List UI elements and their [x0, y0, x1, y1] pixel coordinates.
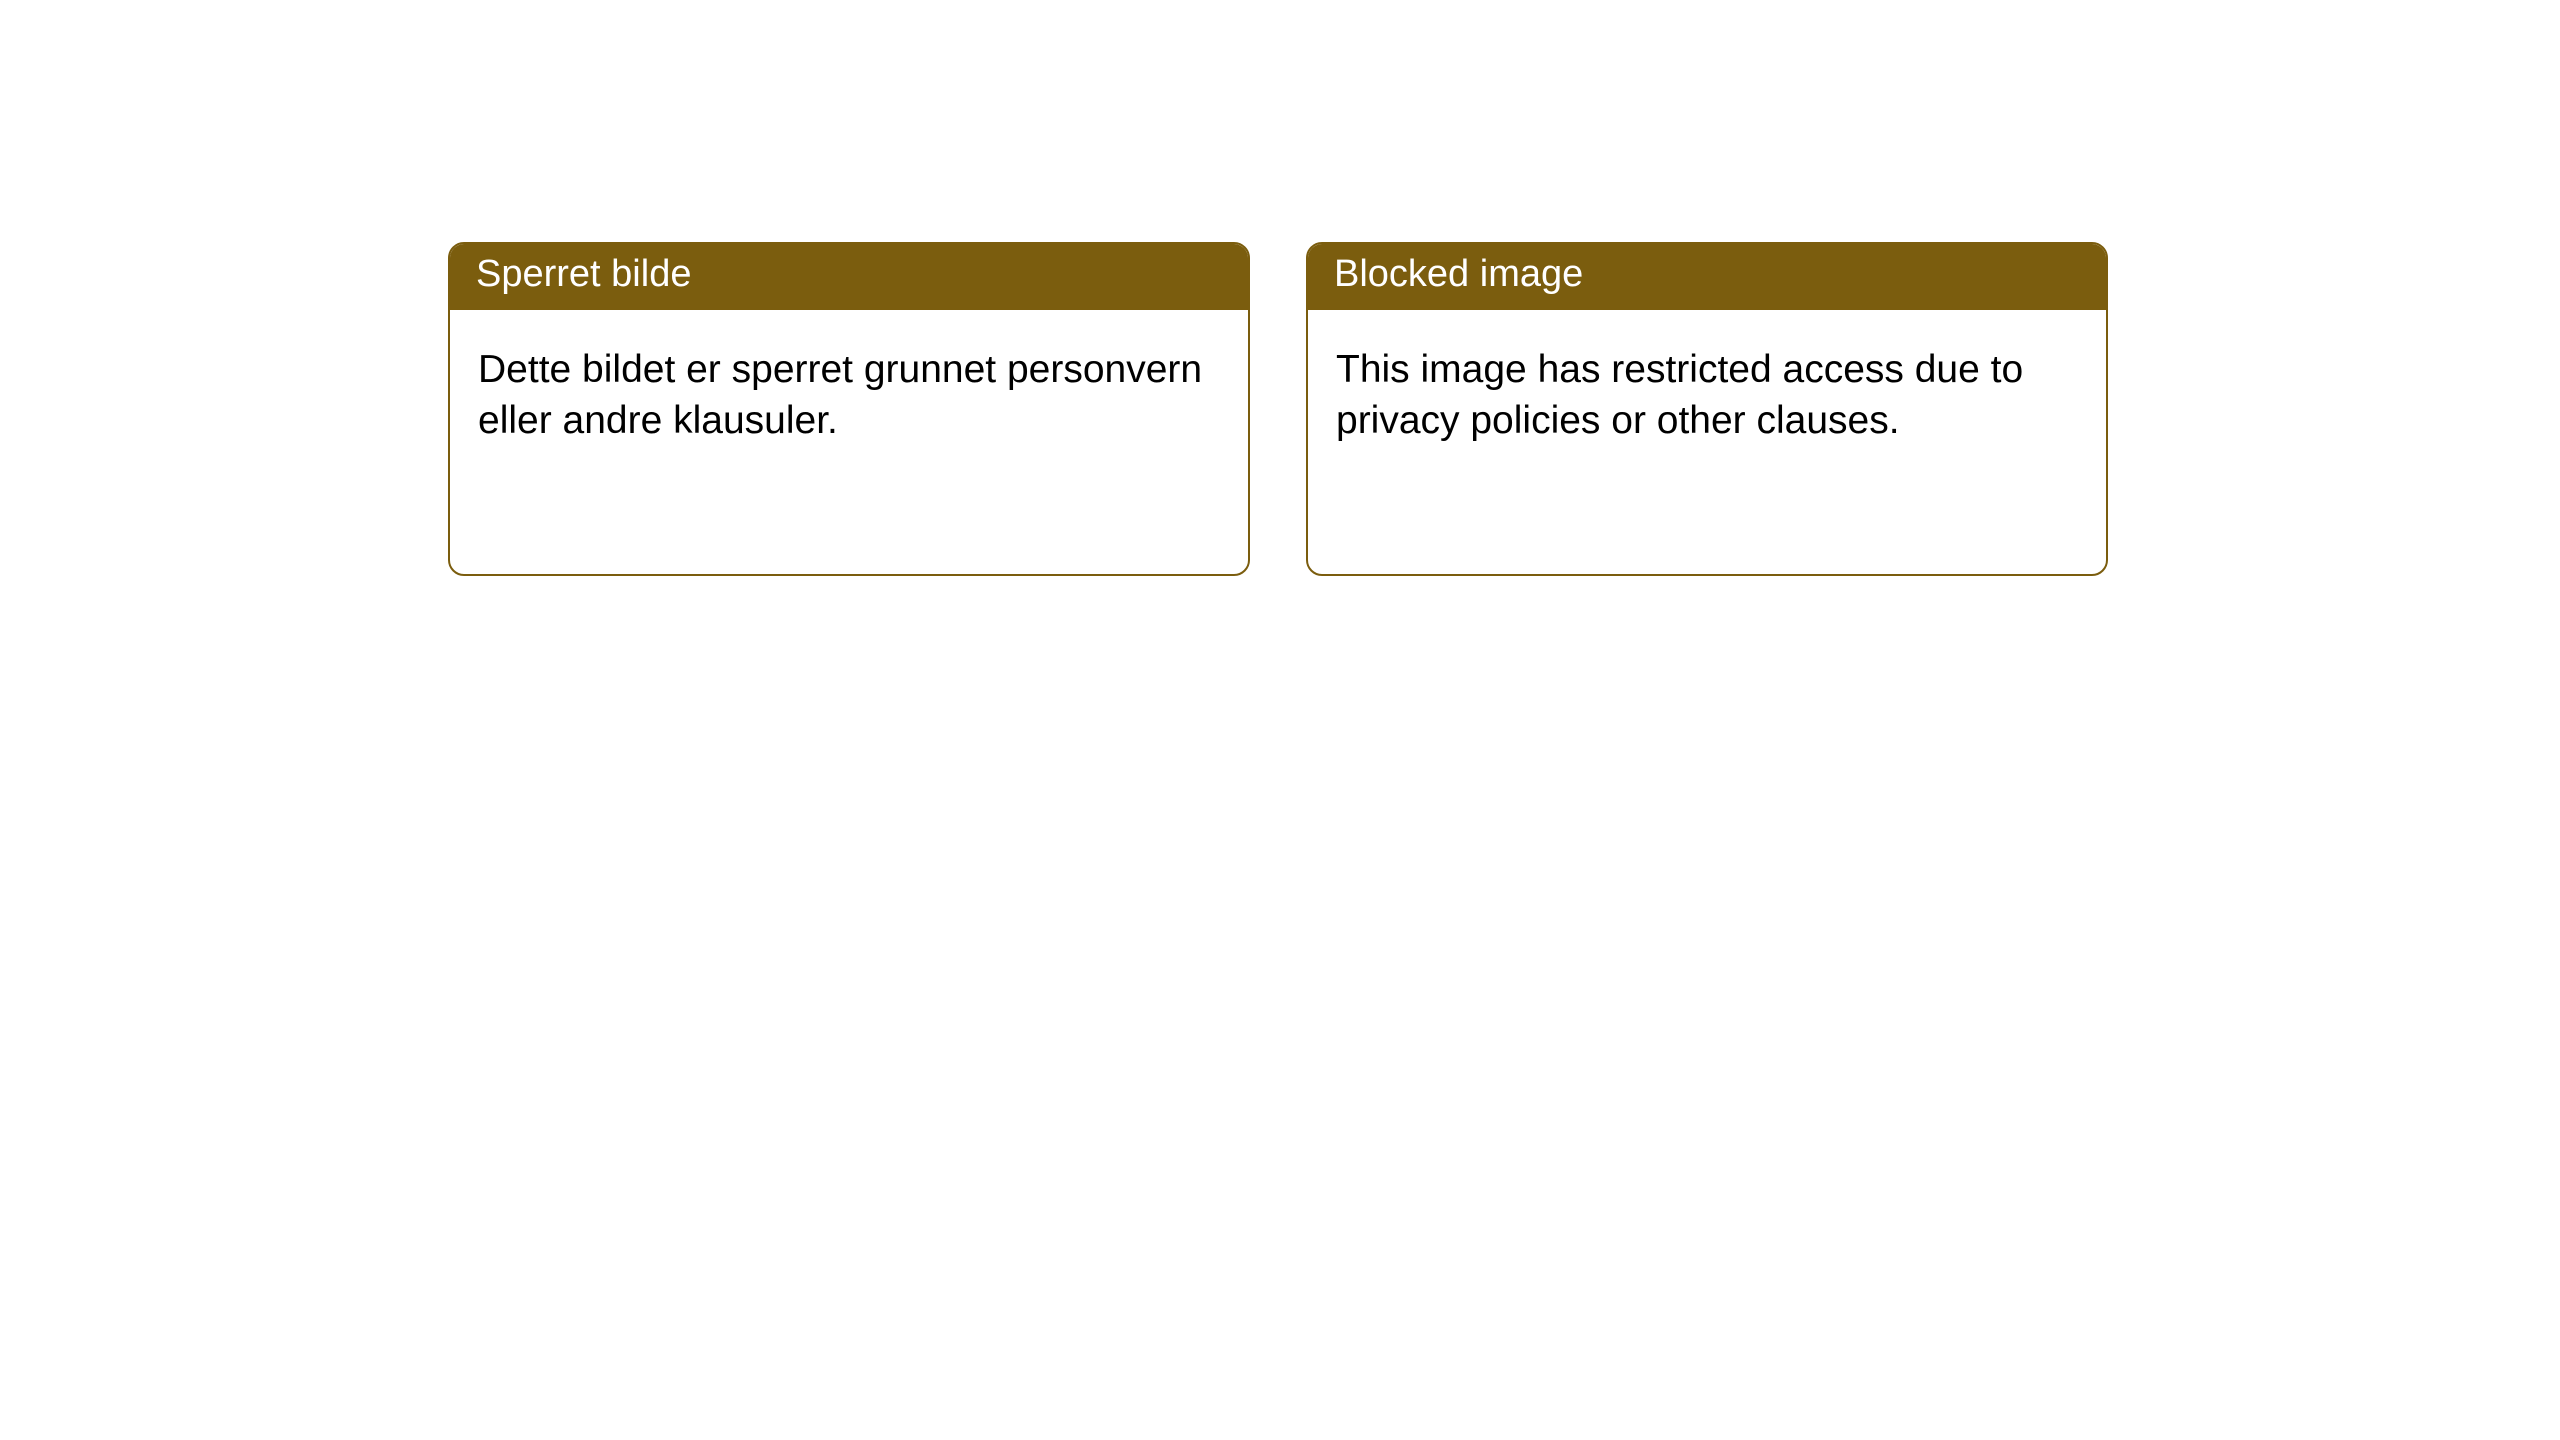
- notice-container: Sperret bilde Dette bildet er sperret gr…: [0, 0, 2560, 576]
- notice-header-english: Blocked image: [1308, 244, 2106, 310]
- notice-card-norwegian: Sperret bilde Dette bildet er sperret gr…: [448, 242, 1250, 576]
- notice-card-english: Blocked image This image has restricted …: [1306, 242, 2108, 576]
- notice-body-norwegian: Dette bildet er sperret grunnet personve…: [450, 310, 1248, 481]
- notice-header-norwegian: Sperret bilde: [450, 244, 1248, 310]
- notice-body-english: This image has restricted access due to …: [1308, 310, 2106, 481]
